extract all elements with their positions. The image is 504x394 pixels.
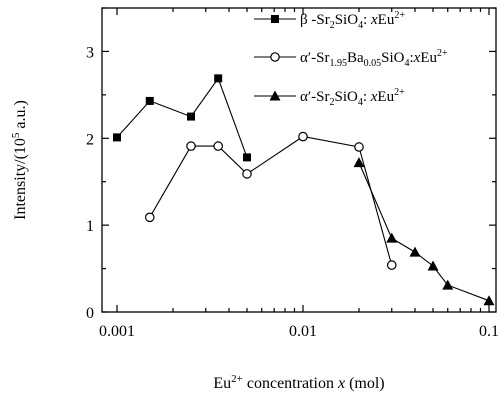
legend-label-part: β -Sr (300, 12, 330, 28)
axis-ticks (102, 7, 496, 313)
data-point-circle (270, 52, 280, 62)
y-axis-label-sup: 5 (10, 132, 22, 138)
series-3 (353, 157, 495, 306)
legend-label: α′-Sr2SiO4: xEu2+ (300, 87, 405, 108)
plot-frame (101, 7, 497, 313)
x-axis-label-sup: 2+ (231, 373, 243, 385)
data-point-circle (298, 131, 308, 142)
legend: β -Sr2SiO4: xEu2+α′-Sr1.95Ba0.05SiO4:xEu… (254, 10, 448, 108)
data-point-circle (386, 260, 397, 270)
x-axis-label-text: Eu (213, 375, 231, 392)
x-axis-label: Eu2+ concentration x (mol) (213, 373, 384, 392)
x-tick-label: 0.001 (99, 323, 135, 340)
legend-label-part: α′-Sr (300, 89, 329, 105)
legend-label-part: SiO (335, 12, 359, 28)
legend-label-part: SiO (334, 89, 358, 105)
legend-label-part: x (413, 50, 421, 66)
legend-item-1: β -Sr2SiO4: xEu2+ (254, 10, 405, 31)
legend-label-part: SiO (381, 50, 405, 66)
data-point-triangle (483, 295, 495, 306)
legend-label: α′-Sr1.95Ba0.05SiO4:xEu2+ (300, 48, 448, 69)
data-point-triangle (269, 90, 281, 101)
legend-label-part: 4 (358, 97, 363, 108)
legend-label-part: 4 (358, 20, 363, 31)
legend-label-part: : (363, 89, 371, 105)
x-axis-label-var: x (337, 375, 345, 392)
x-axis-label-text: (mol) (345, 375, 385, 392)
legend-label-part: Eu (420, 50, 437, 66)
y-tick-label: 2 (86, 131, 94, 148)
data-point-triangle (409, 246, 421, 257)
legend-label-part: x (370, 89, 378, 105)
legend-label-part: : (363, 12, 371, 28)
data-series (113, 74, 495, 306)
data-point-square (271, 15, 279, 23)
series-2 (144, 131, 397, 270)
y-axis-label: Intensity/(105 a.u.) (10, 100, 29, 220)
data-point-triangle (386, 232, 398, 243)
series-line (116, 77, 248, 158)
data-point-triangle (427, 260, 439, 271)
legend-label-part: 2+ (437, 48, 448, 59)
y-tick-label: 0 (86, 305, 94, 322)
data-point-square (187, 112, 196, 121)
data-point-triangle (353, 157, 365, 168)
data-point-triangle (442, 279, 454, 290)
series-line (149, 135, 393, 266)
y-tick-label: 1 (86, 218, 94, 235)
data-point-square (214, 74, 223, 83)
legend-label-part: Ba (347, 50, 364, 66)
legend-item-3: α′-Sr2SiO4: xEu2+ (254, 87, 405, 108)
x-tick-label: 0.01 (289, 323, 317, 340)
legend-label-part: 2 (329, 97, 334, 108)
data-point-circle (242, 169, 252, 179)
legend-label-part: 4 (405, 58, 410, 69)
y-axis-label-text: a.u.) (12, 100, 29, 132)
legend-label-part: Eu (378, 12, 395, 28)
y-tick-label: 3 (86, 44, 94, 61)
legend-label-part: α′-Sr (300, 50, 329, 66)
legend-label-part: 2+ (394, 10, 405, 21)
x-axis-label-text: concentration (243, 375, 338, 392)
x-tick-label: 0.1 (479, 323, 499, 340)
legend-label-part: 1.95 (329, 58, 347, 69)
data-point-circle (213, 141, 223, 151)
axis-tick-labels: 0 1 2 3 0.001 0.01 0.1 (86, 44, 499, 340)
legend-label-part: x (370, 12, 378, 28)
data-point-circle (186, 141, 196, 151)
data-point-square (145, 96, 154, 105)
legend-item-2: α′-Sr1.95Ba0.05SiO4:xEu2+ (254, 48, 448, 69)
data-point-square (243, 153, 252, 162)
data-point-circle (354, 142, 364, 152)
legend-label-part: 2+ (394, 87, 405, 98)
data-point-square (113, 133, 121, 142)
series-1 (113, 74, 252, 162)
series-line (358, 162, 490, 302)
data-point-circle (144, 212, 155, 223)
legend-label-part: : (410, 50, 414, 66)
legend-label-part: 0.05 (364, 58, 382, 69)
y-axis-label-text: Intensity/(10 (12, 138, 29, 220)
legend-label: β -Sr2SiO4: xEu2+ (300, 10, 405, 31)
legend-label-part: Eu (377, 89, 394, 105)
legend-label-part: 2 (330, 20, 335, 31)
